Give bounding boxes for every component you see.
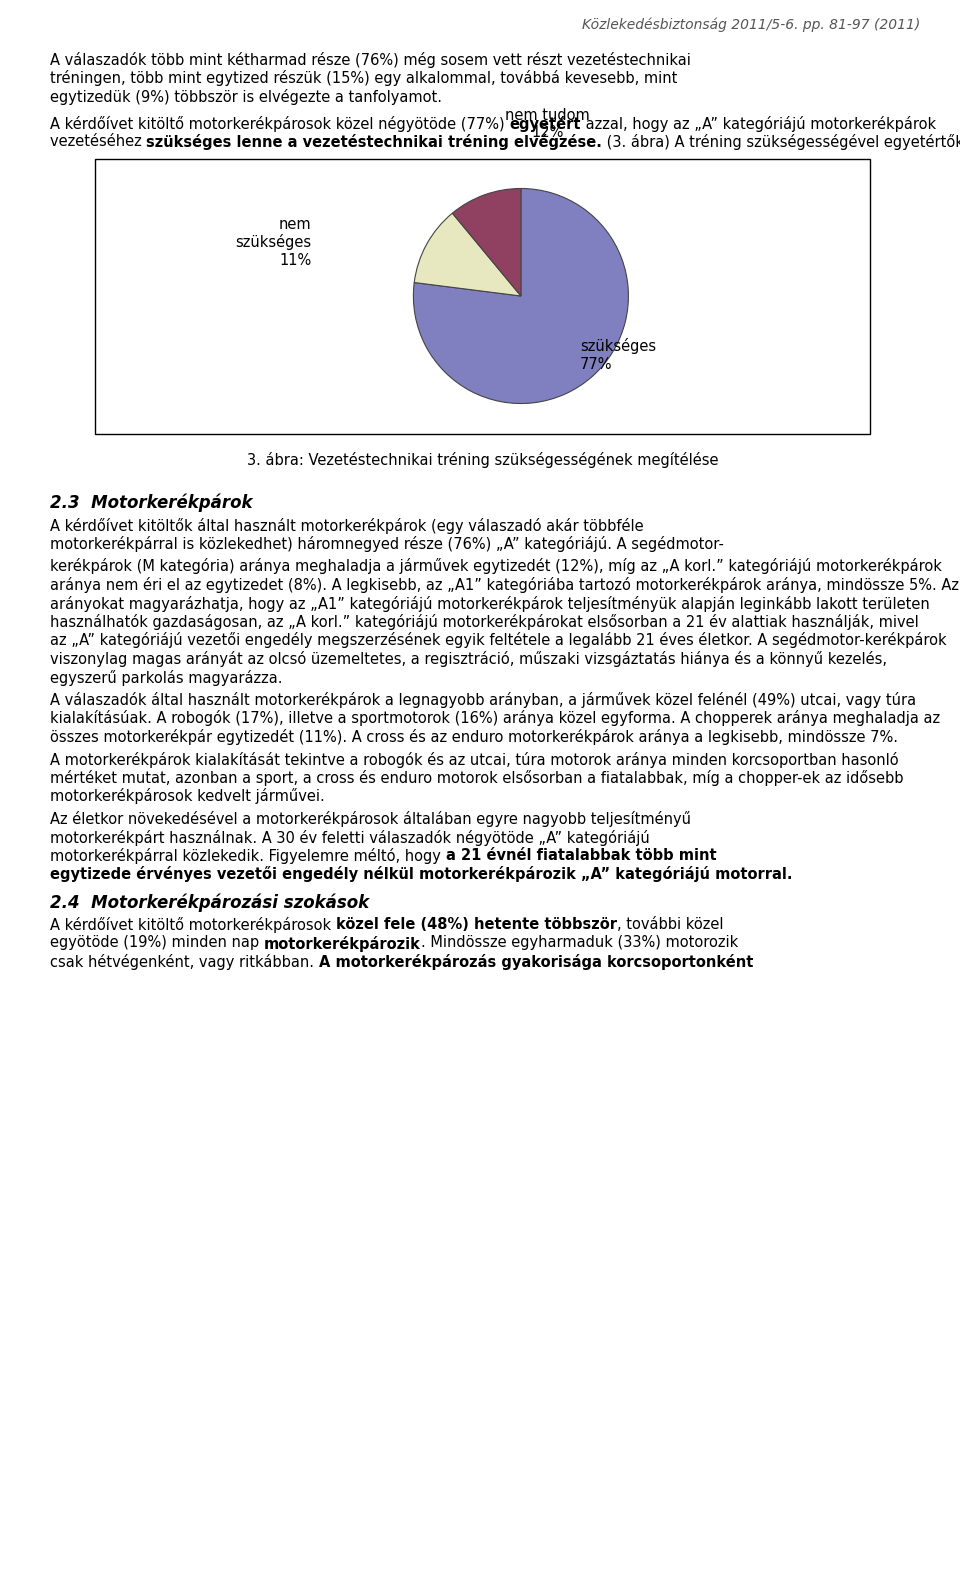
Text: nem
szükséges
11%: nem szükséges 11% <box>235 217 311 268</box>
Text: . Mindössze egyharmaduk (33%) motorozik: . Mindössze egyharmaduk (33%) motorozik <box>420 935 738 951</box>
Text: viszonylag magas arányát az olcsó üzemeltetes, a regisztráció, műszaki vizsgázta: viszonylag magas arányát az olcsó üzemel… <box>50 651 887 667</box>
Bar <box>95 158 870 434</box>
Text: 2.3  Motorkerékpárok: 2.3 Motorkerékpárok <box>50 493 252 512</box>
Text: motorkerékpárt használnak. A 30 év feletti válaszadók négyötöde „A” kategóriájú: motorkerékpárt használnak. A 30 év felet… <box>50 829 650 845</box>
Text: A kérdőívet kitöltő motorkerékpárosok közel négyötöde (77%): A kérdőívet kitöltő motorkerékpárosok kö… <box>50 116 509 132</box>
Text: az „A” kategóriájú vezetői engedély megszerzésének egyik feltétele a legalább 21: az „A” kategóriájú vezetői engedély megs… <box>50 632 947 648</box>
Text: csak hétvégenként, vagy ritkábban.: csak hétvégenként, vagy ritkábban. <box>50 954 319 970</box>
Text: Az életkor növekedésével a motorkerékpárosok általában egyre nagyobb teljesítmén: Az életkor növekedésével a motorkerékpár… <box>50 812 691 827</box>
Text: motorkerékpározik: motorkerékpározik <box>264 935 420 951</box>
Text: kerékpárok (M kategória) aránya meghaladja a járművek egytizedét (12%), míg az „: kerékpárok (M kategória) aránya meghalad… <box>50 558 942 574</box>
Text: vezetéséhez: vezetéséhez <box>50 135 146 149</box>
Text: A motorkerékpárok kialakítását tekintve a robogók és az utcai, túra motorok arán: A motorkerékpárok kialakítását tekintve … <box>50 751 899 767</box>
Text: tréningen, több mint egytized részük (15%) egy alkalommal, továbbá kevesebb, min: tréningen, több mint egytized részük (15… <box>50 70 678 87</box>
Text: egytizede érvényes vezetői engedély nélkül motorkerékpározik „A” kategóriájú mot: egytizede érvényes vezetői engedély nélk… <box>50 867 793 883</box>
Text: egyetért: egyetért <box>509 116 581 132</box>
Text: motorkerékpárral közlekedik. Figyelemre méltó, hogy: motorkerékpárral közlekedik. Figyelemre … <box>50 848 445 864</box>
Text: összes motorkerékpár egytizedét (11%). A cross és az enduro motorkerékpárok arán: összes motorkerékpár egytizedét (11%). A… <box>50 729 898 745</box>
Text: A motorkerékpározás gyakorisága korcsoportonként: A motorkerékpározás gyakorisága korcsopo… <box>319 954 753 970</box>
Wedge shape <box>414 189 629 404</box>
Text: A kérdőívet kitöltő motorkerékpárosok: A kérdőívet kitöltő motorkerékpárosok <box>50 918 336 934</box>
Text: Közlekedésbiztonság 2011/5-6. pp. 81-97 (2011): Közlekedésbiztonság 2011/5-6. pp. 81-97 … <box>582 17 920 33</box>
Text: egyötöde (19%) minden nap: egyötöde (19%) minden nap <box>50 935 264 951</box>
Text: azzal, hogy az „A” kategóriájú motorkerékpárok: azzal, hogy az „A” kategóriájú motorkeré… <box>581 116 936 132</box>
Text: egyszerű parkolás magyarázza.: egyszerű parkolás magyarázza. <box>50 669 282 685</box>
Text: szükséges
77%: szükséges 77% <box>580 339 657 372</box>
Text: motorkerékpárosok kedvelt járművei.: motorkerékpárosok kedvelt járművei. <box>50 788 324 805</box>
Wedge shape <box>414 212 521 296</box>
Text: használhatók gazdaságosan, az „A korl.” kategóriájú motorkerékpárokat elsősorban: használhatók gazdaságosan, az „A korl.” … <box>50 613 919 629</box>
Text: A válaszadók által használt motorkerékpárok a legnagyobb arányban, a járművek kö: A válaszadók által használt motorkerékpá… <box>50 693 916 708</box>
Text: (3. ábra) A tréning szükségességével egyetértők aránya az életkorral enyhén emel: (3. ábra) A tréning szükségességével egy… <box>602 135 960 151</box>
Text: kialakításúak. A robogók (17%), illetve a sportmotorok (16%) aránya közel egyfor: kialakításúak. A robogók (17%), illetve … <box>50 710 940 726</box>
Text: A válaszadók több mint kétharmad része (76%) még sosem vett részt vezetéstechnik: A válaszadók több mint kétharmad része (… <box>50 52 691 68</box>
Text: közel fele (48%) hetente többször: közel fele (48%) hetente többször <box>336 918 616 932</box>
Text: szükséges lenne a vezetéstechnikai tréning elvégzése.: szükséges lenne a vezetéstechnikai tréni… <box>146 135 602 151</box>
Text: A kérdőívet kitöltők által használt motorkerékpárok (egy válaszadó akár többféle: A kérdőívet kitöltők által használt moto… <box>50 517 643 534</box>
Text: 3. ábra: Vezetéstechnikai tréning szükségességének megítélése: 3. ábra: Vezetéstechnikai tréning szüksé… <box>247 452 718 468</box>
Wedge shape <box>452 189 521 296</box>
Text: motorkerékpárral is közlekedhet) háromnegyed része (76%) „A” kategóriájú. A segé: motorkerékpárral is közlekedhet) háromne… <box>50 536 724 552</box>
Text: , további közel: , további közel <box>616 918 723 932</box>
Text: 2.4  Motorkerékpározási szokások: 2.4 Motorkerékpározási szokások <box>50 892 370 911</box>
Text: egytizedük (9%) többször is elvégezte a tanfolyamot.: egytizedük (9%) többször is elvégezte a … <box>50 89 442 105</box>
Text: a 21 évnél fiatalabbak több mint: a 21 évnél fiatalabbak több mint <box>445 848 716 862</box>
Text: aránya nem éri el az egytizedet (8%). A legkisebb, az „A1” kategóriába tartozó m: aránya nem éri el az egytizedet (8%). A … <box>50 577 959 593</box>
Text: nem tudom
12%: nem tudom 12% <box>505 108 590 139</box>
Text: mértéket mutat, azonban a sport, a cross és enduro motorok elsősorban a fiatalab: mértéket mutat, azonban a sport, a cross… <box>50 770 903 786</box>
Text: arányokat magyarázhatja, hogy az „A1” kategóriájú motorkerékpárok teljesítményük: arányokat magyarázhatja, hogy az „A1” ka… <box>50 596 929 612</box>
